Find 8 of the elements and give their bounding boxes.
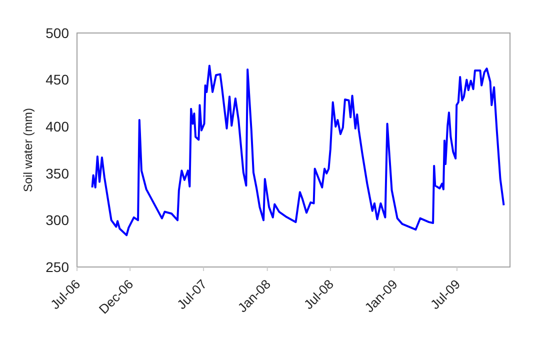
y-tick-label: 250 xyxy=(46,258,70,275)
line-series xyxy=(91,64,505,236)
y-axis-title: Soil water (mm) xyxy=(21,108,35,192)
y-tick-label: 400 xyxy=(46,118,70,134)
y-tick-label: 300 xyxy=(46,212,70,228)
y-tick-label: 500 xyxy=(46,24,70,41)
y-tick-label: 450 xyxy=(46,72,70,88)
y-tick-label: 350 xyxy=(46,165,70,182)
